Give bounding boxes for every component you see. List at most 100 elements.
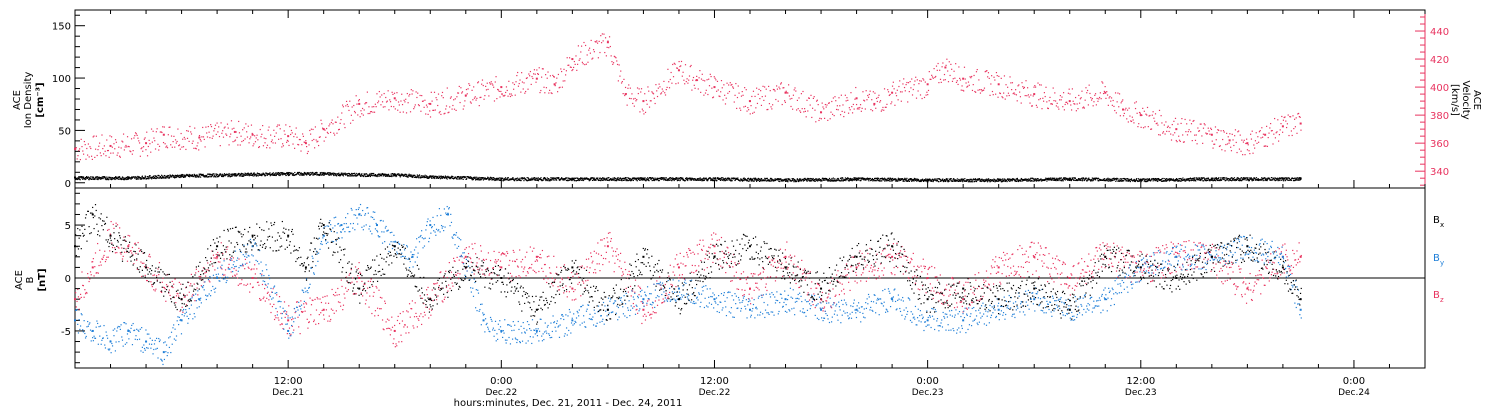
- density-series-sample: [632, 178, 634, 180]
- density-series-sample: [288, 171, 290, 174]
- velocity-series-sample: [471, 89, 473, 91]
- density-series-sample: [350, 174, 352, 176]
- velocity-series-sample: [86, 147, 88, 150]
- density-series-sample: [667, 179, 669, 182]
- velocity-series-sample: [262, 125, 264, 127]
- velocity-series-sample: [235, 131, 237, 133]
- density-series-sample: [554, 179, 556, 181]
- density-series-sample: [950, 178, 952, 180]
- density-series-sample: [617, 179, 619, 181]
- density-series-sample: [745, 178, 747, 181]
- velocity-series-sample: [445, 105, 448, 107]
- density-series-sample: [308, 172, 310, 174]
- velocity-series-sample: [836, 105, 838, 107]
- density-series-sample: [758, 180, 761, 182]
- density-series-sample: [685, 177, 687, 179]
- velocity-series-sample: [553, 76, 555, 78]
- velocity-series-sample: [752, 112, 754, 114]
- velocity-series-sample: [1146, 114, 1148, 116]
- density-series-sample: [839, 177, 842, 179]
- density-series-sample: [548, 178, 550, 180]
- density-series-sample: [451, 177, 454, 179]
- velocity-series-sample: [309, 129, 311, 132]
- density-series-sample: [457, 176, 459, 179]
- density-series-sample: [122, 176, 124, 179]
- velocity-series-sample: [282, 143, 284, 145]
- velocity-series-sample: [1021, 82, 1023, 84]
- velocity-series-sample: [136, 134, 138, 137]
- velocity-series-sample: [752, 90, 755, 92]
- velocity-series-sample: [1035, 104, 1038, 106]
- velocity-series-sample: [1253, 144, 1255, 146]
- velocity-series-sample: [768, 103, 771, 105]
- velocity-series-sample: [230, 133, 232, 135]
- velocity-series-sample: [1081, 90, 1083, 92]
- density-series-sample: [754, 179, 756, 181]
- density-series-sample: [271, 172, 274, 174]
- velocity-series-point: [695, 79, 698, 82]
- density-series-sample: [1123, 180, 1125, 182]
- density-series-sample: [160, 177, 162, 179]
- density-series-sample: [722, 177, 724, 179]
- density-series-sample: [306, 172, 308, 174]
- density-series-sample: [312, 172, 314, 174]
- density-series-sample: [335, 173, 337, 175]
- density-series-sample: [942, 178, 944, 180]
- density-series-sample: [682, 177, 684, 179]
- density-series-sample: [1169, 178, 1171, 180]
- velocity-series-sample: [140, 148, 142, 150]
- velocity-series-sample: [601, 33, 603, 35]
- velocity-series-sample: [311, 139, 313, 142]
- velocity-series-sample: [1106, 94, 1109, 96]
- density-series-sample: [557, 177, 560, 179]
- density-series-sample: [265, 172, 267, 174]
- density-series-sample: [86, 176, 88, 178]
- density-series-sample: [482, 177, 484, 179]
- density-series-sample: [1191, 179, 1193, 181]
- density-series-sample: [1044, 179, 1046, 182]
- velocity-series-sample: [889, 93, 891, 96]
- velocity-series-sample: [1032, 95, 1034, 97]
- velocity-series-sample: [666, 86, 668, 89]
- velocity-series-sample: [1174, 132, 1176, 134]
- density-series-sample: [253, 172, 255, 174]
- velocity-series-sample: [661, 88, 663, 90]
- velocity-series-sample: [258, 146, 260, 149]
- velocity-series-sample: [508, 80, 510, 82]
- density-series-sample: [322, 174, 324, 176]
- density-series-sample: [716, 179, 718, 182]
- density-series-sample: [786, 179, 788, 181]
- density-series-sample: [194, 174, 196, 177]
- density-series-sample: [1081, 180, 1084, 182]
- density-series-sample: [410, 174, 412, 176]
- density-series-sample: [523, 180, 525, 182]
- density-series-sample: [515, 178, 517, 180]
- density-series-sample: [834, 178, 836, 180]
- velocity-series-sample: [207, 125, 209, 128]
- density-series-sample: [137, 175, 139, 178]
- density-series-sample: [731, 179, 733, 181]
- velocity-series-sample: [1127, 121, 1129, 123]
- density-series-sample: [451, 175, 453, 178]
- velocity-series-sample: [1146, 106, 1149, 109]
- density-series-sample: [342, 173, 344, 176]
- density-series-sample: [1001, 180, 1003, 183]
- density-series-sample: [1021, 178, 1023, 180]
- density-series-sample: [434, 177, 436, 180]
- density-series-sample: [542, 179, 544, 181]
- velocity-series-sample: [388, 109, 390, 111]
- density-series-sample: [920, 180, 923, 182]
- density-series-sample: [1208, 179, 1210, 181]
- density-series-sample: [796, 178, 799, 180]
- density-series-sample: [549, 179, 551, 182]
- velocity-series-sample: [211, 137, 213, 139]
- density-series-sample: [986, 181, 989, 183]
- velocity-series-sample: [1016, 100, 1018, 102]
- velocity-series-sample: [907, 82, 910, 84]
- velocity-series-sample: [990, 83, 992, 85]
- density-series-sample: [737, 178, 739, 181]
- velocity-series-sample: [253, 143, 255, 145]
- density-series-sample: [603, 177, 605, 179]
- density-series-sample: [757, 179, 759, 181]
- density-series-sample: [1064, 179, 1066, 181]
